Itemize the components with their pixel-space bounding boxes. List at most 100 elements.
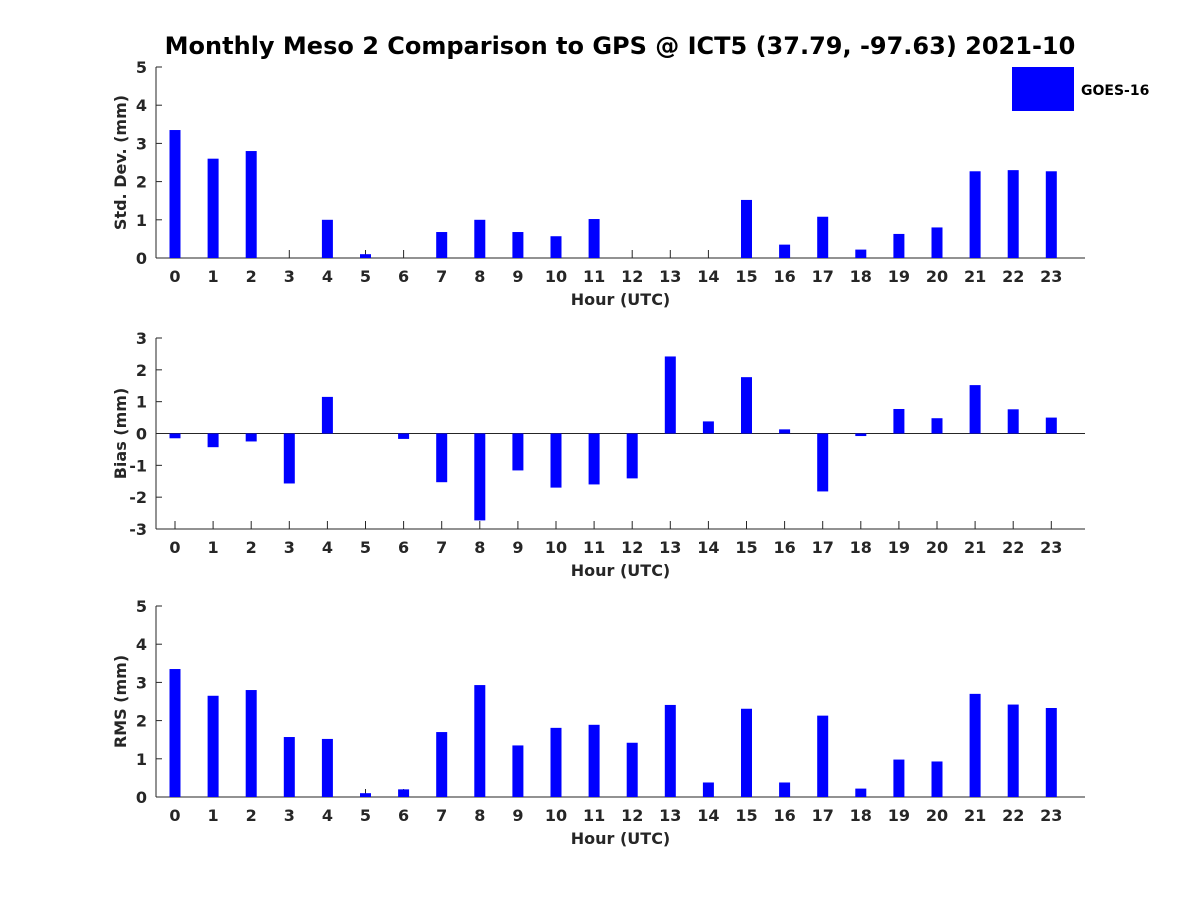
x-tick-label: 14: [697, 267, 719, 286]
bar-hour-6: [398, 789, 410, 797]
bar-hour-22: [1007, 704, 1019, 797]
bar-hour-23: [1045, 417, 1057, 434]
bar-hour-20: [931, 761, 943, 797]
x-tick-label: 9: [512, 806, 523, 825]
x-tick-label: 3: [284, 538, 295, 557]
bar-hour-14: [702, 421, 714, 434]
bar-hour-18: [855, 788, 867, 797]
x-tick-label: 8: [474, 538, 485, 557]
x-tick-label: 15: [735, 538, 757, 557]
x-tick-label: 1: [208, 267, 219, 286]
x-tick-label: 9: [512, 267, 523, 286]
bar-hour-3: [283, 433, 295, 484]
bar-hour-7: [436, 232, 448, 258]
x-tick-label: 14: [697, 806, 719, 825]
bar-hour-0: [169, 130, 181, 258]
x-tick-label: 5: [360, 267, 371, 286]
bar-hour-7: [436, 433, 448, 483]
bar-hour-8: [474, 219, 486, 258]
x-tick-label: 8: [474, 806, 485, 825]
bar-hour-11: [588, 219, 600, 258]
y-tick-label: 2: [136, 173, 147, 192]
x-tick-label: 17: [812, 538, 834, 557]
bar-hour-16: [779, 429, 791, 434]
legend-label: GOES-16: [1081, 83, 1149, 99]
x-tick-label: 23: [1040, 538, 1062, 557]
bar-hour-5: [360, 793, 371, 797]
x-tick-label: 0: [169, 538, 180, 557]
x-tick-label: 18: [850, 538, 872, 557]
x-tick-label: 4: [322, 806, 333, 825]
y-tick-label: 1: [136, 211, 147, 230]
y-tick-label: 5: [136, 597, 147, 616]
x-tick-label: 11: [583, 267, 605, 286]
bar-hour-0: [169, 433, 181, 439]
x-tick-label: 3: [284, 806, 295, 825]
x-tick-label: 23: [1040, 267, 1062, 286]
bar-hour-21: [969, 693, 981, 797]
bar-hour-16: [779, 244, 791, 258]
y-tick-label: 4: [136, 635, 147, 654]
y-tick-label: 0: [136, 249, 147, 268]
y-tick-label: 0: [136, 788, 147, 807]
x-tick-label: 14: [697, 538, 719, 557]
x-tick-label: 22: [1002, 267, 1024, 286]
bar-hour-0: [169, 669, 181, 797]
x-tick-label: 15: [735, 267, 757, 286]
x-tick-label: 5: [360, 538, 371, 557]
bar-hour-20: [931, 418, 943, 434]
bar-hour-7: [436, 732, 448, 797]
legend-swatch: [1012, 67, 1074, 111]
x-tick-label: 5: [360, 806, 371, 825]
y-axis-label: Bias (mm): [111, 388, 130, 480]
bar-hour-21: [969, 385, 981, 434]
bar-hour-4: [321, 396, 333, 434]
x-tick-label: 12: [621, 806, 643, 825]
x-tick-label: 21: [964, 538, 986, 557]
x-tick-label: 0: [169, 806, 180, 825]
bar-hour-11: [588, 724, 600, 797]
y-axis-label: RMS (mm): [111, 655, 130, 748]
bar-hour-19: [893, 759, 905, 797]
x-tick-label: 4: [322, 538, 333, 557]
x-axis-label: Hour (UTC): [571, 290, 671, 309]
x-tick-label: 20: [926, 538, 948, 557]
x-tick-label: 10: [545, 538, 567, 557]
y-tick-label: -1: [129, 456, 147, 475]
x-tick-label: 6: [398, 806, 409, 825]
x-tick-label: 20: [926, 806, 948, 825]
bar-hour-19: [893, 233, 905, 258]
bar-hour-3: [283, 737, 295, 797]
x-tick-label: 1: [208, 538, 219, 557]
bar-hour-6: [398, 433, 410, 439]
bar-hour-22: [1007, 170, 1019, 258]
bar-hour-10: [550, 236, 562, 258]
x-tick-label: 19: [888, 538, 910, 557]
bar-hour-15: [741, 199, 752, 258]
bar-hour-10: [550, 727, 562, 797]
bar-hour-13: [664, 356, 676, 434]
x-axis-label: Hour (UTC): [571, 561, 671, 580]
x-tick-label: 13: [659, 267, 681, 286]
bar-hour-12: [626, 433, 638, 479]
y-tick-label: 3: [136, 673, 147, 692]
x-tick-label: 11: [583, 538, 605, 557]
x-axis-label: Hour (UTC): [571, 829, 671, 848]
bar-hour-10: [550, 433, 562, 488]
bar-hour-5: [360, 254, 371, 258]
y-tick-label: -2: [129, 488, 147, 507]
x-tick-label: 22: [1002, 538, 1024, 557]
bar-hour-1: [207, 433, 219, 448]
y-tick-label: 2: [136, 361, 147, 380]
x-tick-label: 3: [284, 267, 295, 286]
y-tick-label: 4: [136, 96, 147, 115]
x-tick-label: 17: [812, 267, 834, 286]
bar-hour-2: [245, 151, 257, 258]
x-tick-label: 1: [208, 806, 219, 825]
bar-hour-2: [245, 690, 257, 797]
bar-hour-14: [702, 782, 714, 797]
bar-hour-15: [741, 377, 752, 434]
x-tick-label: 11: [583, 806, 605, 825]
